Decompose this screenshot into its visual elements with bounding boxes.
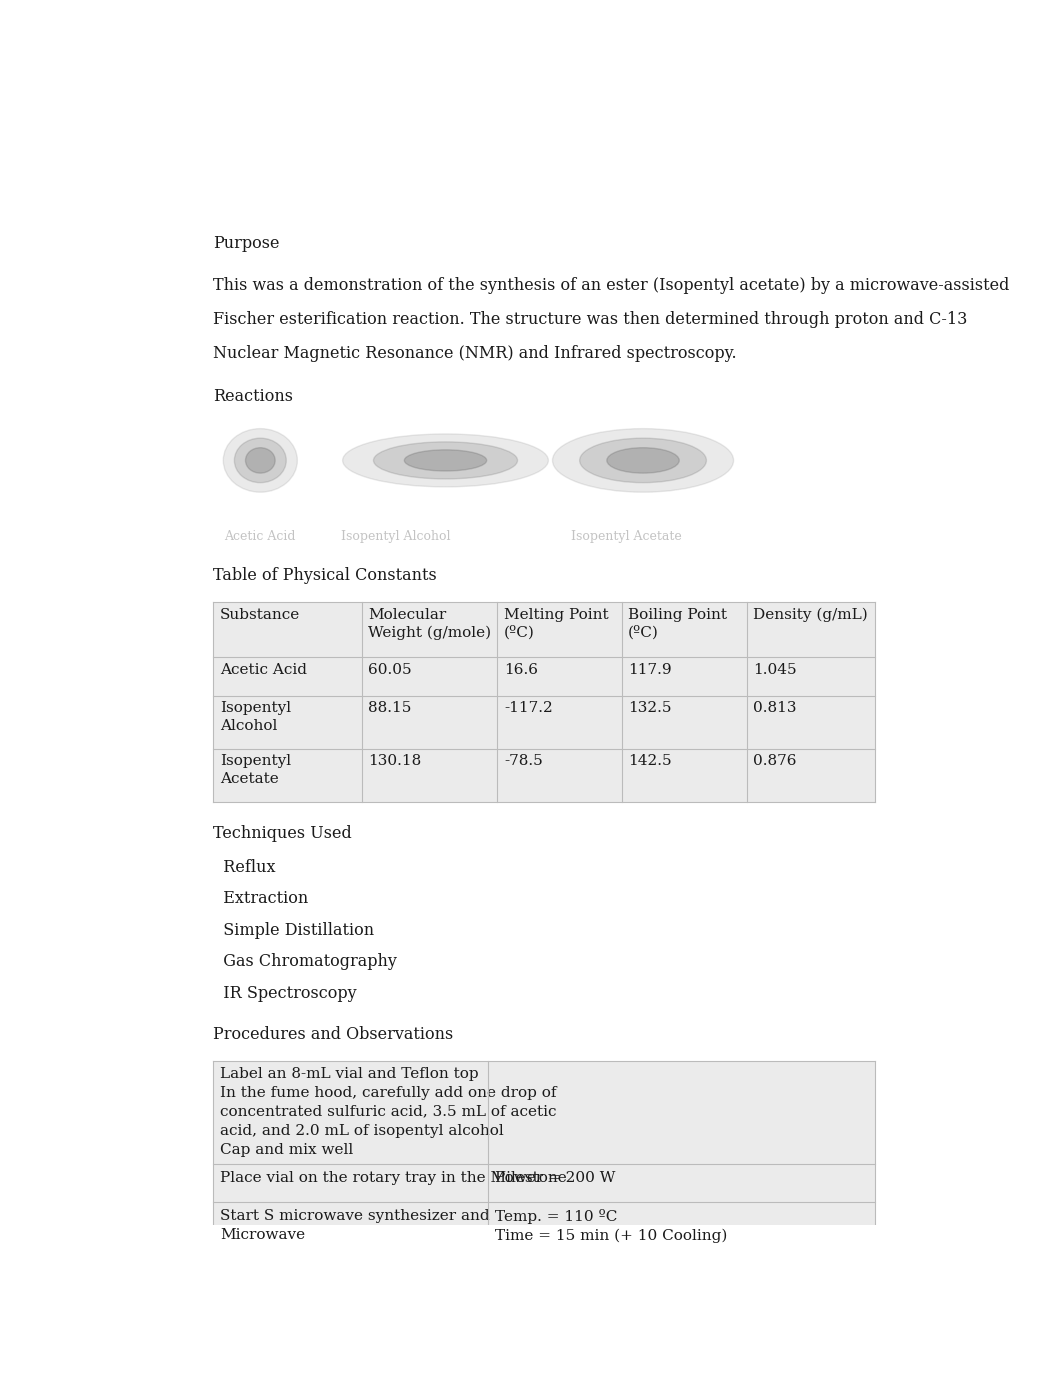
Text: Table of Physical Constants: Table of Physical Constants — [213, 567, 438, 585]
Text: 132.5: 132.5 — [629, 700, 672, 716]
Text: Extraction: Extraction — [213, 890, 309, 907]
Text: 142.5: 142.5 — [629, 754, 672, 768]
Ellipse shape — [580, 438, 706, 483]
Text: Place vial on the rotary tray in the Milestone: Place vial on the rotary tray in the Mil… — [220, 1171, 567, 1185]
Ellipse shape — [405, 450, 486, 471]
Bar — [213, 749, 875, 802]
Text: Reactions: Reactions — [213, 388, 293, 405]
Ellipse shape — [374, 442, 517, 479]
Text: Acetic Acid: Acetic Acid — [224, 530, 296, 544]
Text: Substance: Substance — [220, 608, 301, 622]
Text: Procedures and Observations: Procedures and Observations — [213, 1025, 453, 1043]
Text: 1.045: 1.045 — [753, 663, 796, 677]
Text: Fischer esterification reaction. The structure was then determined through proto: Fischer esterification reaction. The str… — [213, 311, 967, 327]
Text: Purpose: Purpose — [213, 235, 280, 252]
Text: Isopentyl
Acetate: Isopentyl Acetate — [220, 754, 291, 786]
Text: 130.18: 130.18 — [369, 754, 422, 768]
Text: 117.9: 117.9 — [629, 663, 672, 677]
Bar — [213, 658, 875, 696]
Text: Simple Distillation: Simple Distillation — [213, 922, 375, 938]
Ellipse shape — [245, 447, 275, 473]
Bar — [213, 603, 875, 658]
Text: 88.15: 88.15 — [369, 700, 411, 716]
Text: Power = 200 W: Power = 200 W — [495, 1171, 615, 1185]
Text: Gas Chromatography: Gas Chromatography — [213, 954, 397, 970]
Text: Melting Point
(ºC): Melting Point (ºC) — [504, 608, 609, 640]
Bar — [213, 1164, 875, 1203]
Text: -78.5: -78.5 — [504, 754, 543, 768]
Text: Acetic Acid: Acetic Acid — [220, 663, 307, 677]
Text: Techniques Used: Techniques Used — [213, 824, 353, 842]
Text: 16.6: 16.6 — [504, 663, 538, 677]
Text: -117.2: -117.2 — [504, 700, 552, 716]
Bar — [213, 1203, 875, 1255]
Text: Density (g/mL): Density (g/mL) — [753, 608, 868, 622]
Text: 0.813: 0.813 — [753, 700, 796, 716]
Text: Molecular
Weight (g/mole): Molecular Weight (g/mole) — [369, 608, 492, 640]
Text: Temp. = 110 ºC
Time = 15 min (+ 10 Cooling): Temp. = 110 ºC Time = 15 min (+ 10 Cooli… — [495, 1210, 727, 1244]
Ellipse shape — [606, 447, 680, 473]
Text: IR Spectroscopy: IR Spectroscopy — [213, 985, 357, 1002]
Ellipse shape — [235, 438, 287, 483]
Text: Start S microwave synthesizer and
Microwave: Start S microwave synthesizer and Microw… — [220, 1210, 490, 1241]
Text: Reflux: Reflux — [213, 859, 276, 875]
Text: Isopentyl
Alcohol: Isopentyl Alcohol — [220, 700, 291, 733]
Ellipse shape — [223, 428, 297, 493]
Text: 60.05: 60.05 — [369, 663, 412, 677]
Text: Label an 8-mL vial and Teflon top
In the fume hood, carefully add one drop of
co: Label an 8-mL vial and Teflon top In the… — [220, 1066, 556, 1157]
Bar — [213, 696, 875, 749]
Bar — [213, 1061, 875, 1164]
Text: Isopentyl Alcohol: Isopentyl Alcohol — [341, 530, 451, 544]
Text: Boiling Point
(ºC): Boiling Point (ºC) — [629, 608, 727, 640]
Text: Nuclear Magnetic Resonance (NMR) and Infrared spectroscopy.: Nuclear Magnetic Resonance (NMR) and Inf… — [213, 344, 737, 362]
Text: Isopentyl Acetate: Isopentyl Acetate — [571, 530, 682, 544]
Text: 0.876: 0.876 — [753, 754, 796, 768]
Text: This was a demonstration of the synthesis of an ester (Isopentyl acetate) by a m: This was a demonstration of the synthesi… — [213, 277, 1010, 294]
Ellipse shape — [343, 433, 548, 487]
Ellipse shape — [552, 428, 734, 493]
